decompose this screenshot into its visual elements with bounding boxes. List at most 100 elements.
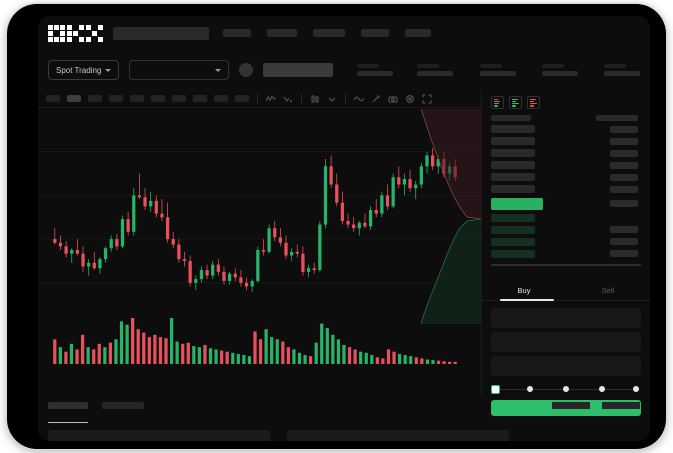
- stat-3: [480, 64, 516, 76]
- ticker-stats-right: [480, 64, 640, 76]
- stat-1: [357, 64, 394, 76]
- timeframe-4[interactable]: [109, 95, 123, 102]
- active-tab-underline: [500, 299, 554, 301]
- camera-icon[interactable]: [388, 94, 398, 104]
- orderbook-ask-row[interactable]: [491, 137, 638, 146]
- settings-icon[interactable]: [405, 94, 415, 104]
- nav-item-2[interactable]: [267, 29, 297, 37]
- timeframe-3[interactable]: [88, 95, 102, 102]
- chevron-down-icon: [215, 68, 222, 72]
- last-price: [263, 63, 334, 77]
- timeframe-1[interactable]: [46, 95, 60, 102]
- orderbook-col-price: [491, 115, 531, 121]
- pair-select[interactable]: [129, 60, 230, 80]
- orderbook-scrollbar[interactable]: [491, 263, 641, 266]
- candles-icon[interactable]: [310, 94, 320, 104]
- timeframe-5[interactable]: [130, 95, 144, 102]
- timeframe-6[interactable]: [151, 95, 165, 102]
- bottom-tab-order-history[interactable]: [102, 402, 144, 409]
- stat-5: [604, 64, 640, 76]
- orderbook-bids-icon[interactable]: [509, 96, 522, 109]
- timeframe-2[interactable]: [67, 95, 81, 102]
- tab-sell[interactable]: Sell: [601, 286, 615, 295]
- order-total-field[interactable]: [491, 356, 641, 376]
- orderbook-ask-row[interactable]: [491, 149, 638, 158]
- bottom-panel: [38, 396, 650, 441]
- orderbook-ask-row[interactable]: [491, 185, 638, 194]
- toolbar-divider: [257, 94, 258, 103]
- nav-item-1[interactable]: [223, 29, 251, 37]
- bottom-content-panels: [48, 430, 509, 441]
- stat-value: [542, 71, 578, 76]
- bottom-tab-open-orders[interactable]: [48, 402, 88, 409]
- stat-label: [542, 64, 564, 68]
- candlestick-chart[interactable]: [38, 109, 482, 309]
- nav-item-4[interactable]: [361, 29, 389, 37]
- orderbook-ask-row[interactable]: [491, 125, 638, 133]
- orderbook-spread-row[interactable]: [491, 197, 638, 210]
- orderbook-bid-row[interactable]: [491, 249, 638, 258]
- stat-label: [480, 64, 502, 68]
- compare-icon[interactable]: [283, 94, 293, 104]
- orderbook-view-modes: [482, 90, 650, 113]
- chart-panel: [38, 90, 482, 396]
- search-input[interactable]: [113, 26, 209, 40]
- spot-trading-label: Spot Trading: [56, 65, 102, 75]
- timeframe-10[interactable]: [235, 95, 249, 102]
- line-chart-icon[interactable]: [354, 94, 364, 104]
- amount-slider[interactable]: [491, 384, 641, 394]
- orderbook-bid-row[interactable]: [491, 213, 638, 222]
- order-amount-field[interactable]: [491, 332, 641, 352]
- bottom-action-2[interactable]: [602, 402, 640, 409]
- okx-logo-mark-3: [86, 24, 103, 42]
- chart-toolbar: [38, 90, 481, 108]
- chevron-down-icon: [105, 68, 112, 72]
- stat-label: [604, 64, 626, 68]
- order-price-field[interactable]: [491, 308, 641, 328]
- slider-stop-2[interactable]: [563, 386, 569, 392]
- pencil-icon[interactable]: [371, 94, 381, 104]
- device-frame: Spot Trading: [7, 4, 666, 449]
- indicators-icon[interactable]: [266, 94, 276, 104]
- header-nav: [223, 29, 431, 37]
- order-form-tabs: Buy Sell: [482, 281, 650, 301]
- slider-stop-1[interactable]: [527, 386, 533, 392]
- nav-item-3[interactable]: [313, 29, 345, 37]
- bottom-actions: [552, 402, 640, 409]
- bottom-panel-right[interactable]: [287, 430, 509, 441]
- nav-item-5[interactable]: [405, 29, 431, 37]
- stat-value: [604, 71, 640, 76]
- orderbook-panel: Buy Sell: [482, 90, 650, 416]
- orderbook-both-icon[interactable]: [491, 96, 504, 109]
- orderbook-ask-row[interactable]: [491, 173, 638, 182]
- bottom-tabs: [38, 396, 650, 409]
- spot-trading-dropdown[interactable]: Spot Trading: [48, 60, 120, 80]
- bottom-panel-left[interactable]: [48, 430, 270, 441]
- orderbook-bid-row[interactable]: [491, 237, 638, 246]
- okx-logo[interactable]: [48, 24, 103, 42]
- slider-stop-3[interactable]: [599, 386, 605, 392]
- orderbook-column-headers: [482, 113, 650, 125]
- toolbar-divider: [345, 94, 346, 103]
- timeframe-9[interactable]: [214, 95, 228, 102]
- stat-label: [417, 64, 440, 68]
- slider-handle[interactable]: [491, 384, 500, 394]
- main-area: Buy Sell: [38, 90, 650, 416]
- stat-label: [357, 64, 380, 68]
- app-screen: Spot Trading: [38, 16, 650, 441]
- tab-buy[interactable]: Buy: [517, 286, 531, 295]
- orderbook-bid-row[interactable]: [491, 225, 638, 234]
- slider-stop-4[interactable]: [633, 386, 639, 392]
- volume-chart: [38, 312, 482, 374]
- chart-type-chevron-icon[interactable]: [327, 94, 337, 104]
- bottom-action-1[interactable]: [552, 402, 590, 409]
- timeframe-8[interactable]: [193, 95, 207, 102]
- timeframe-7[interactable]: [172, 95, 186, 102]
- fullscreen-icon[interactable]: [422, 94, 432, 104]
- orderbook-ask-row[interactable]: [491, 161, 638, 170]
- orderbook-asks-icon[interactable]: [527, 96, 540, 109]
- stat-value: [417, 71, 454, 76]
- coin-avatar: [239, 63, 254, 77]
- top-header: [38, 16, 650, 50]
